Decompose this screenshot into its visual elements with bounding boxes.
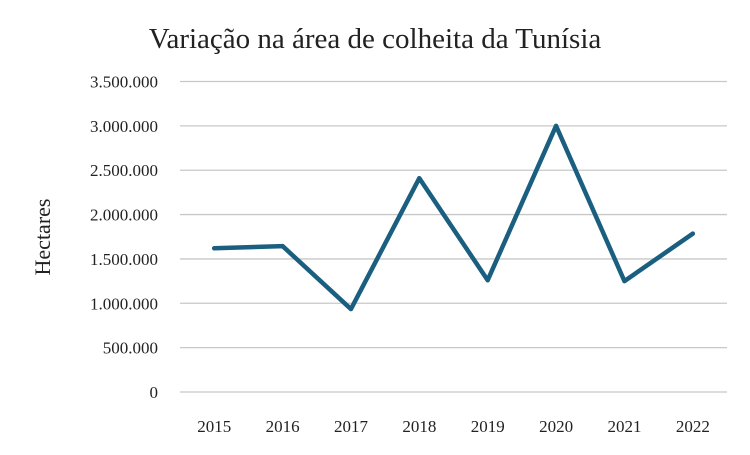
series-line [211, 123, 696, 312]
y-tick-label: 3.500.000 [90, 73, 158, 92]
data-point [417, 176, 422, 181]
y-axis-label: Hectares [30, 199, 55, 276]
data-point [212, 246, 217, 251]
x-tick-label: 2019 [471, 417, 505, 436]
y-tick-label: 1.000.000 [90, 294, 158, 313]
data-point [348, 307, 353, 312]
x-tick-label: 2020 [539, 417, 573, 436]
x-tick-label: 2017 [334, 417, 369, 436]
data-point [485, 278, 490, 283]
x-tick-label: 2016 [266, 417, 300, 436]
chart-title: Variação na área de colheita da Tunísia [149, 23, 602, 55]
x-tick-label: 2021 [607, 417, 641, 436]
data-point [622, 279, 627, 284]
x-tick-label: 2022 [676, 417, 710, 436]
y-tick-label: 0 [150, 383, 159, 402]
y-tick-label: 500.000 [103, 339, 158, 358]
data-point [554, 123, 559, 128]
y-tick-label: 3.000.000 [90, 117, 158, 136]
y-tick-label: 2.500.000 [90, 161, 158, 180]
y-tick-label: 1.500.000 [90, 250, 158, 269]
y-tick-label: 2.000.000 [90, 206, 158, 225]
data-point [280, 244, 285, 249]
x-tick-label: 2018 [402, 417, 436, 436]
data-point [690, 231, 695, 236]
x-tick-label: 2015 [197, 417, 231, 436]
